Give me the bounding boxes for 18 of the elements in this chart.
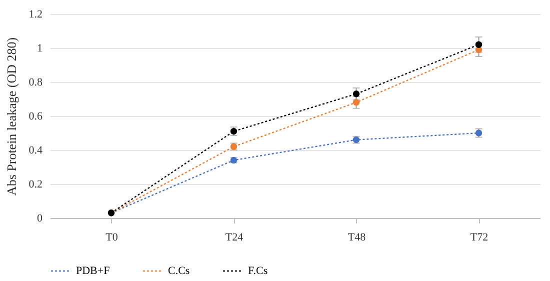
y-tick-label: 0.8 xyxy=(28,76,43,88)
x-tick-label: T48 xyxy=(348,232,366,244)
legend-label: C.Cs xyxy=(168,265,190,277)
x-tick-label: T24 xyxy=(225,232,244,244)
legend-label: PDB+F xyxy=(76,265,110,277)
x-tick-label: T0 xyxy=(106,232,118,244)
x-tick-label: T72 xyxy=(470,232,488,244)
y-tick-label: 0.6 xyxy=(28,110,43,122)
point xyxy=(352,99,360,106)
y-tick-label: 0.4 xyxy=(28,144,43,156)
y-tick-label: 1 xyxy=(37,42,42,54)
y-axis-title: Abs Protein leakage (OD 280) xyxy=(4,37,19,196)
point xyxy=(475,41,482,48)
y-tick-label: 0.2 xyxy=(28,178,42,190)
legend-label: F.Cs xyxy=(248,265,268,277)
y-tick-label: 1.2 xyxy=(28,8,42,20)
y-tick-label: 0 xyxy=(37,212,43,224)
point xyxy=(352,90,360,98)
